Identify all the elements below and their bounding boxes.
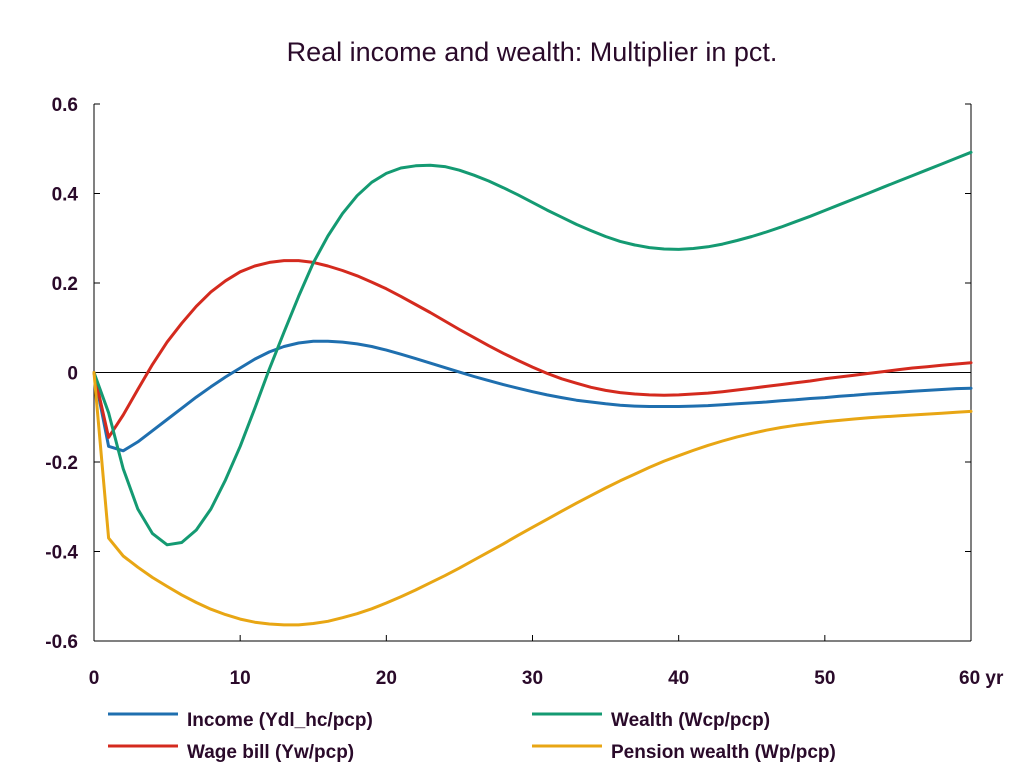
x-tick-label: 20 bbox=[376, 668, 397, 689]
series-group bbox=[92, 150, 973, 627]
series-line-4 bbox=[92, 371, 973, 627]
x-tick-label: 40 bbox=[668, 668, 689, 689]
chart-title: Real income and wealth: Multiplier in pc… bbox=[287, 37, 778, 67]
legend-label: Pension wealth (Wp/pcp) bbox=[611, 742, 836, 763]
axes: 0.6 0.4 0.2 0 -0.2 -0.4 -0.6 0 10 20 30 40 50 60 yr bbox=[45, 95, 1004, 689]
legend: Income (Ydl_hc/pcp) Wealth (Wcp/pcp) Wage … bbox=[108, 710, 836, 763]
legend-label: Income (Ydl_hc/pcp) bbox=[187, 710, 373, 731]
x-tick-label: 10 bbox=[230, 668, 251, 689]
series-line-1 bbox=[92, 339, 973, 453]
series-line-3 bbox=[92, 150, 973, 547]
series-line-2 bbox=[92, 259, 973, 439]
y-tick-label: -0.6 bbox=[45, 632, 78, 653]
legend-label: Wealth (Wcp/pcp) bbox=[611, 710, 770, 731]
x-tick-label: 60 yr bbox=[959, 668, 1004, 689]
x-tick-label: 50 bbox=[814, 668, 835, 689]
y-tick-label: 0.2 bbox=[52, 274, 78, 295]
x-tick-label: 0 bbox=[89, 668, 100, 689]
y-tick-label: 0.4 bbox=[52, 185, 79, 206]
y-tick-label: 0.6 bbox=[52, 95, 78, 116]
x-tick-label: 30 bbox=[522, 668, 543, 689]
y-tick-label: -0.2 bbox=[45, 453, 78, 474]
y-tick-label: -0.4 bbox=[45, 543, 78, 564]
y-tick-label: 0 bbox=[67, 364, 78, 385]
legend-label: Wage bill (Yw/pcp) bbox=[187, 742, 354, 763]
